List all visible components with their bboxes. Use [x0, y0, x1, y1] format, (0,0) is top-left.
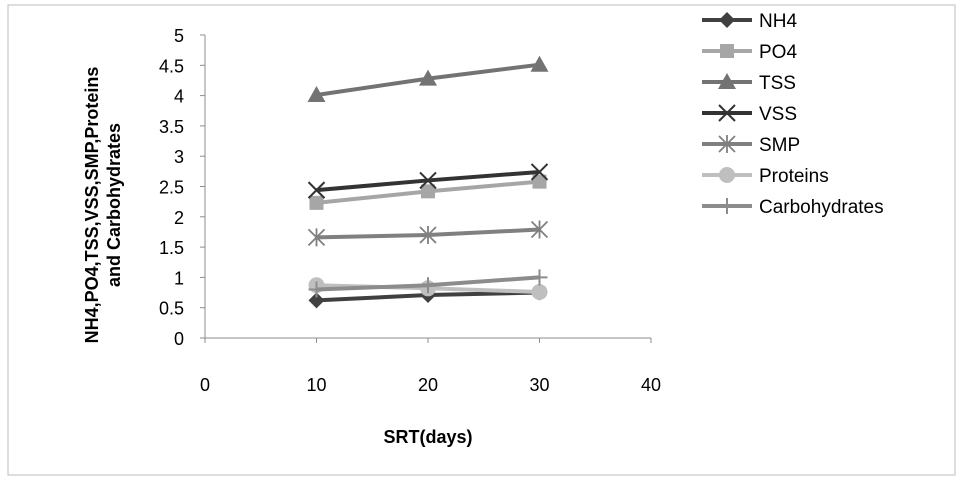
data-point-tss [419, 69, 437, 86]
y-tick-label: 3 [174, 147, 184, 167]
y-tick-label: 4.5 [159, 56, 184, 76]
x-tick-label: 30 [529, 375, 549, 395]
x-tick-label: 10 [306, 375, 326, 395]
data-point-vss [530, 163, 549, 181]
data-point-smp [419, 225, 437, 244]
x-axis-title: SRT(days) [383, 427, 472, 447]
y-tick-label: 1.5 [159, 238, 184, 258]
legend-item-smp: SMP [702, 135, 800, 156]
legend-marker-proteins [719, 167, 735, 183]
y-tick-label: 0 [174, 329, 184, 349]
data-point-po4 [421, 184, 435, 199]
legend-marker-vss [718, 104, 736, 122]
data-point-vss [307, 181, 326, 199]
chart-border [7, 4, 956, 476]
y-axis-title: NH4,PO4,TSS,VSS,SMP,Proteins and Carbohy… [82, 67, 124, 344]
data-point-carbohydrates [531, 269, 548, 286]
data-point-proteins [531, 283, 548, 300]
x-tick-label: 20 [418, 375, 438, 395]
data-point-po4 [309, 195, 324, 210]
legend-label-po4: PO4 [759, 42, 797, 63]
legend-label-carbohydrates: Carbohydrates [759, 197, 884, 218]
legend-marker-carbohydrates [719, 198, 735, 214]
data-point-carbohydrates [308, 281, 325, 298]
y-tick-label: 1 [174, 268, 184, 288]
y-axis-title-line2: and Carbohydrates [104, 123, 124, 287]
legend-marker-po4 [720, 44, 734, 58]
legend-item-po4: PO4 [702, 42, 797, 63]
data-point-smp [307, 228, 326, 247]
legend-marker-tss [718, 73, 736, 89]
x-tick-label: 40 [641, 375, 661, 395]
legend-marker-smp [718, 135, 736, 153]
legend-label-vss: VSS [759, 104, 797, 125]
data-point-nh4 [308, 292, 325, 309]
plot-area: 0 0.5 1 1.5 2 2.5 3 3.5 4 4.5 5 0 10 20 30 40 [159, 26, 661, 395]
y-tick-label: 4 [174, 87, 184, 107]
legend-item-vss: VSS [702, 104, 797, 125]
legend-item-nh4: NH4 [702, 11, 797, 32]
data-point-tss [530, 55, 549, 72]
legend: NH4 PO4 TSS VSS SMP Proteins Carbohydrates [702, 11, 884, 218]
legend-marker-nh4 [719, 12, 735, 28]
data-point-vss [419, 171, 437, 190]
legend-label-smp: SMP [759, 135, 800, 156]
data-point-po4 [532, 174, 547, 189]
legend-item-carbohydrates: Carbohydrates [702, 197, 884, 218]
legend-item-tss: TSS [702, 73, 796, 94]
y-tick-label: 3.5 [159, 117, 184, 137]
legend-label-tss: TSS [759, 73, 796, 94]
y-tick-label: 0.5 [159, 299, 184, 319]
data-point-tss [307, 85, 326, 102]
y-tick-label: 2 [174, 208, 184, 228]
legend-label-nh4: NH4 [759, 11, 797, 32]
legend-item-proteins: Proteins [702, 166, 829, 187]
data-point-carbohydrates [420, 277, 436, 294]
y-tick-label: 5 [174, 26, 184, 46]
legend-label-proteins: Proteins [759, 166, 829, 187]
x-tick-label: 0 [200, 375, 210, 395]
y-tick-label: 2.5 [159, 178, 184, 198]
y-axis-title-line1: NH4,PO4,TSS,VSS,SMP,Proteins [82, 67, 102, 344]
data-point-smp [530, 220, 549, 239]
